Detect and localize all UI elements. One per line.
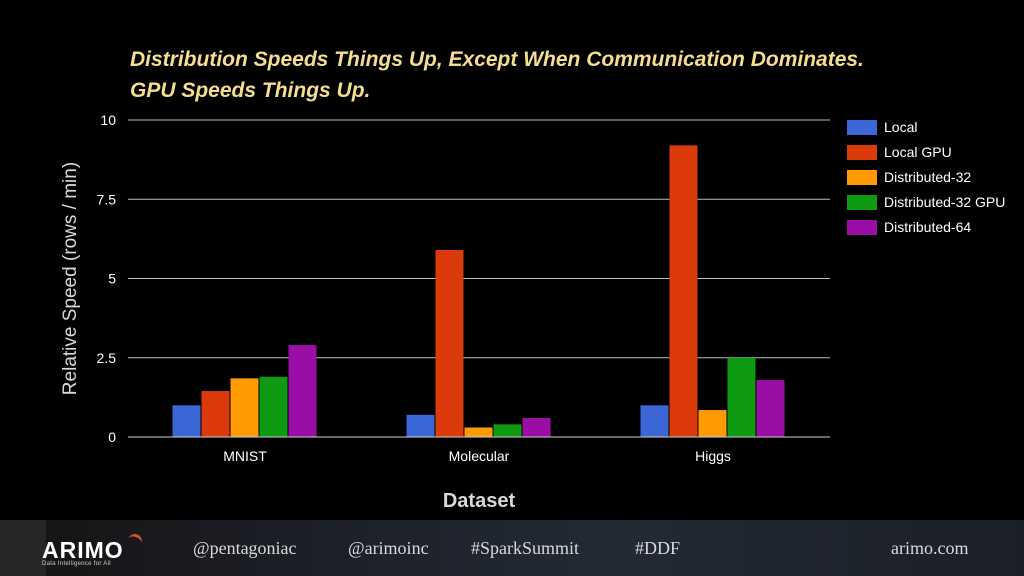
logo-tagline: Data Intelligence for All: [42, 561, 111, 567]
legend-label-local-gpu: Local GPU: [884, 144, 952, 160]
x-tick-label-higgs: Higgs: [695, 448, 731, 464]
bar-molecular-distributed-32: [464, 427, 493, 437]
chart-title: Distribution Speeds Things Up, Except Wh…: [130, 48, 864, 102]
x-tick-label-molecular: Molecular: [449, 448, 510, 464]
bar-mnist-local: [172, 405, 201, 437]
bar-mnist-distributed-32: [230, 378, 259, 437]
y-tick-label-7-5: 7.5: [97, 191, 117, 207]
legend-label-distributed-32: Distributed-32: [884, 169, 971, 185]
y-tick-label-10: 10: [100, 112, 116, 128]
legend-swatch-local-gpu: [847, 145, 877, 160]
legend-label-local: Local: [884, 119, 917, 135]
legend: Local Local GPU Distributed-32 Distributed-…: [847, 119, 1005, 235]
bar-higgs-distributed-32-gpu: [727, 357, 756, 437]
bar-molecular-distributed-32-gpu: [493, 424, 522, 437]
bar-higgs-local: [640, 405, 669, 437]
bar-higgs-local-gpu: [669, 145, 698, 438]
footer-handle-pentagoniac: @pentagoniac: [193, 538, 297, 558]
footer-handle-arimoinc: @arimoinc: [348, 538, 429, 558]
bar-higgs-distributed-32: [698, 410, 727, 437]
footer-logo-backdrop: [0, 520, 46, 576]
legend-swatch-distributed-32-gpu: [847, 195, 877, 210]
footer-hashtag-sparksummit: #SparkSummit: [471, 538, 580, 558]
x-axis-title: Dataset: [443, 490, 516, 512]
arimo-logo: ARIMO: [42, 537, 124, 563]
bars: [172, 145, 785, 438]
bar-mnist-distributed-64: [288, 345, 317, 437]
legend-swatch-local: [847, 120, 877, 135]
bar-mnist-local-gpu: [201, 391, 230, 437]
axes: 0 2.5 5 7.5 10 MNIST Molecular Higgs Dataset Rela…: [60, 112, 830, 512]
legend-label-distributed-64: Distributed-64: [884, 219, 971, 235]
y-tick-label-0: 0: [108, 429, 116, 445]
y-tick-label-5: 5: [108, 271, 116, 287]
bar-chart: 0 2.5 5 7.5 10 MNIST Molecular Higgs Dataset Rela…: [60, 112, 1005, 512]
x-tick-label-mnist: MNIST: [223, 448, 267, 464]
bar-molecular-local-gpu: [435, 249, 464, 437]
y-tick-label-2-5: 2.5: [97, 350, 117, 366]
bar-molecular-distributed-64: [522, 417, 551, 437]
legend-swatch-distributed-32: [847, 170, 877, 185]
legend-swatch-distributed-64: [847, 220, 877, 235]
bar-mnist-distributed-32-gpu: [259, 376, 288, 437]
footer-bar: [0, 520, 1024, 576]
y-axis-title: Relative Speed (rows / min): [60, 162, 81, 395]
bar-molecular-local: [406, 414, 435, 437]
bar-higgs-distributed-64: [756, 379, 785, 437]
footer-hashtag-ddf: #DDF: [635, 538, 681, 558]
legend-label-distributed-32-gpu: Distributed-32 GPU: [884, 194, 1005, 210]
footer-website: arimo.com: [891, 538, 969, 558]
